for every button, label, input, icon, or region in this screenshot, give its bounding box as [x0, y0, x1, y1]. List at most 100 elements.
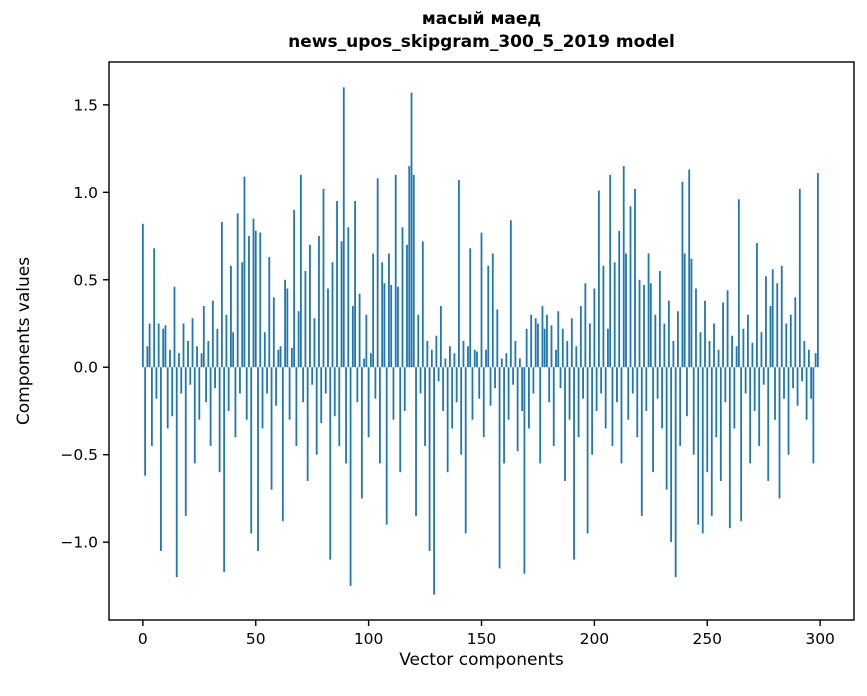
x-tick-label: 0	[138, 630, 148, 648]
bar	[652, 367, 654, 473]
bar	[753, 367, 756, 411]
chart-title-line2: news_upos_skipgram_300_5_2019 model	[288, 32, 675, 52]
bar	[446, 367, 449, 473]
bar	[532, 367, 535, 394]
bar	[548, 367, 551, 403]
bar	[559, 367, 562, 389]
bar	[744, 367, 747, 394]
bar	[388, 253, 390, 368]
bar	[713, 323, 715, 368]
bar	[677, 311, 679, 368]
bar	[146, 346, 149, 368]
bar	[783, 367, 785, 399]
bar	[196, 346, 198, 368]
bar	[803, 341, 806, 368]
bar	[277, 349, 280, 368]
bar	[455, 367, 458, 403]
bar	[622, 166, 625, 368]
bar	[295, 367, 298, 446]
bar	[640, 367, 643, 516]
bar	[575, 346, 578, 368]
bar	[577, 367, 580, 438]
bar	[421, 241, 424, 368]
bar	[701, 367, 704, 534]
bar	[150, 367, 153, 446]
bar	[686, 367, 688, 417]
bar	[724, 367, 727, 403]
bar	[767, 367, 770, 481]
bar	[401, 227, 404, 368]
bar	[737, 199, 740, 368]
bar	[148, 323, 151, 368]
bar	[442, 367, 445, 411]
bar	[719, 367, 722, 481]
bar	[794, 297, 797, 368]
bar	[220, 222, 223, 368]
bar	[279, 346, 282, 368]
bar	[331, 262, 334, 368]
bar	[733, 367, 736, 429]
bar	[254, 230, 257, 368]
bar	[349, 367, 352, 586]
bar	[498, 367, 501, 569]
bar	[193, 367, 196, 464]
bar	[189, 367, 192, 385]
bar	[552, 367, 555, 446]
bar	[600, 367, 603, 394]
bar	[157, 323, 160, 368]
bar	[591, 367, 594, 455]
bar	[329, 367, 332, 560]
bar	[602, 265, 605, 368]
bar	[205, 367, 207, 403]
bar	[406, 244, 408, 368]
bar	[227, 367, 230, 411]
bar	[534, 318, 537, 368]
bar	[771, 269, 774, 368]
y-tick-label: 0.0	[73, 359, 98, 377]
bar	[638, 279, 641, 368]
bar	[358, 293, 361, 368]
bar	[805, 367, 808, 420]
bar	[742, 328, 745, 368]
bar	[403, 367, 406, 411]
bar	[412, 174, 415, 368]
bar	[469, 248, 472, 368]
bar	[340, 241, 343, 368]
bar	[297, 311, 300, 368]
bar	[708, 341, 711, 368]
y-tick-label: −1.0	[60, 534, 98, 552]
bar	[749, 367, 752, 464]
bar	[672, 341, 675, 368]
bar	[211, 300, 214, 368]
bar	[234, 367, 237, 438]
bar	[604, 367, 607, 429]
bar	[356, 367, 359, 403]
bar	[354, 201, 356, 368]
bar	[798, 188, 801, 368]
x-tick-label: 300	[805, 630, 835, 648]
bar	[263, 332, 266, 368]
bar	[266, 367, 268, 394]
bar	[616, 367, 618, 403]
bar	[408, 166, 411, 368]
bar	[367, 367, 370, 438]
bar	[611, 367, 614, 446]
bar	[218, 367, 221, 473]
bar	[780, 265, 783, 368]
bar	[512, 367, 515, 385]
bar	[458, 180, 460, 368]
bar	[467, 346, 469, 368]
bar	[381, 262, 384, 368]
bar	[503, 367, 505, 464]
bar	[627, 367, 630, 420]
bar	[169, 349, 171, 368]
bar	[564, 367, 566, 481]
bar	[322, 188, 325, 368]
bar	[164, 325, 167, 368]
bar	[728, 367, 731, 529]
bar	[275, 367, 277, 406]
bar	[324, 367, 327, 394]
bar	[566, 341, 569, 368]
bar	[299, 174, 302, 368]
